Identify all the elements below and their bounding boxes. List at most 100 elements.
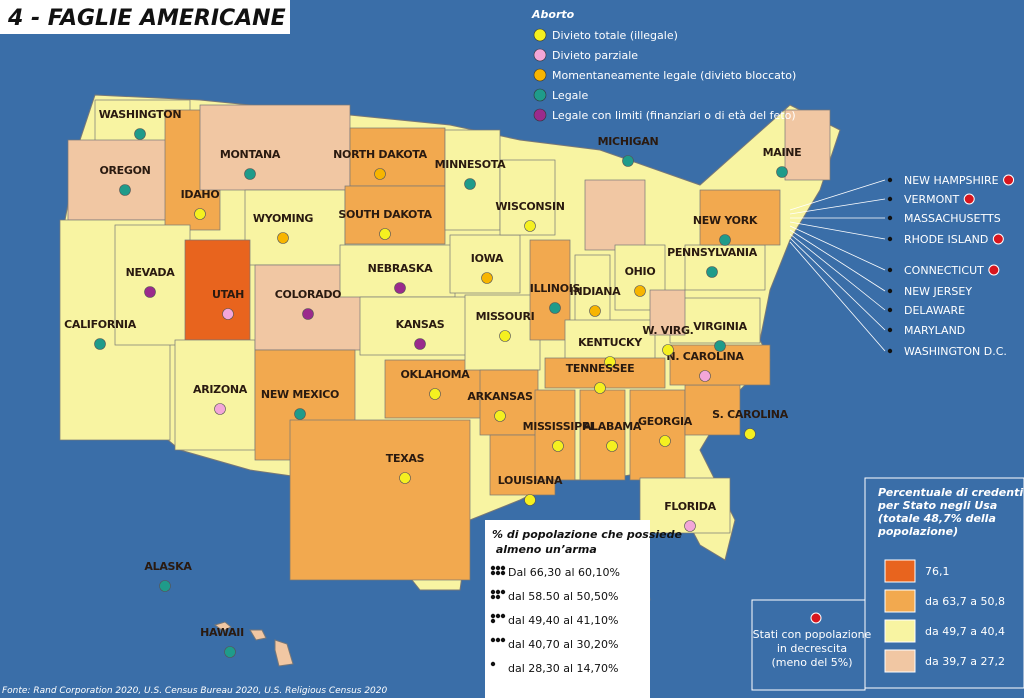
state-label: FLORIDA: [664, 500, 716, 513]
state-label: HAWAII: [200, 626, 244, 639]
state-label: GEORGIA: [638, 415, 693, 428]
believers-title-line: (totale 48,7% della: [878, 512, 996, 525]
gun-dot: [490, 570, 496, 576]
east-state-label: DELAWARE: [904, 304, 965, 317]
abortion-legend-item: Legale: [552, 89, 588, 102]
abortion-icon: [524, 220, 536, 232]
gun-legend-item: dal 28,30 al 14,70%: [508, 662, 619, 675]
state-label: MICHIGAN: [598, 135, 659, 148]
decline-dot: [992, 233, 1004, 245]
abortion-icon: [144, 286, 156, 298]
state-shape: [629, 389, 686, 481]
abortion-icon: [464, 178, 476, 190]
gun-dot: [490, 661, 496, 667]
state-label: MINNESOTA: [435, 158, 506, 171]
abortion-icon: [294, 408, 306, 420]
legend-icon: [533, 108, 547, 122]
east-state-label: VERMONT: [904, 193, 959, 206]
abortion-icon: [622, 155, 634, 167]
state-shape: [244, 189, 346, 266]
state-shape: [649, 289, 686, 336]
gun-dot: [500, 589, 506, 595]
callout-dot: [887, 236, 893, 242]
abortion-legend-item: Divieto parziale: [552, 49, 638, 62]
state-label: ILLINOIS: [530, 282, 581, 295]
legend-icon: [533, 28, 547, 42]
callout-dot: [887, 348, 893, 354]
state-shape: [699, 189, 781, 246]
state-shape: [684, 244, 766, 291]
gun-dot: [495, 594, 501, 600]
decline-dot: [988, 264, 1000, 276]
abortion-icon: [706, 266, 718, 278]
abortion-icon: [244, 168, 256, 180]
gun-dot: [495, 565, 501, 571]
callout-line: [789, 241, 886, 352]
state-label: NEW MEXICO: [261, 388, 339, 401]
state-label: UTAH: [212, 288, 244, 301]
state-shape: [67, 139, 179, 221]
callout-line: [789, 225, 886, 271]
state-shape: [174, 339, 256, 451]
abortion-icon: [589, 305, 601, 317]
state-label: SOUTH DAKOTA: [338, 208, 432, 221]
callout-line: [789, 233, 886, 311]
callout-dot: [887, 215, 893, 221]
state-shape: [114, 224, 191, 346]
state-label: OKLAHOMA: [400, 368, 470, 381]
state-shape: [199, 104, 351, 191]
believers-title-line: per Stato negli Usa: [877, 499, 997, 512]
state-label: OREGON: [99, 164, 150, 177]
callout-line: [789, 229, 886, 292]
abortion-icon: [379, 228, 391, 240]
callout-dot: [887, 267, 893, 273]
state-label: KENTUCKY: [578, 336, 643, 349]
abortion-icon: [374, 168, 386, 180]
gun-dot: [500, 613, 506, 619]
east-state-label: CONNECTICUT: [904, 264, 984, 277]
gun-dot: [490, 637, 496, 643]
believers-swatch: [884, 649, 916, 673]
gun-dot: [495, 637, 501, 643]
gun-legend-item: Dal 66,30 al 60,10%: [508, 566, 620, 579]
state-shape: [349, 127, 446, 187]
callout-line: [789, 221, 886, 240]
abortion-icon: [414, 338, 426, 350]
state-label: TEXAS: [386, 452, 425, 465]
abortion-icon: [429, 388, 441, 400]
callout-dot: [887, 307, 893, 313]
abortion-legend-title: Aborto: [531, 8, 575, 21]
decline-line: (meno del 5%): [771, 656, 852, 669]
abortion-icon: [684, 520, 696, 532]
gun-legend-item: dal 58.50 al 50,50%: [508, 590, 619, 603]
abortion-icon: [776, 166, 788, 178]
title: 4 - FAGLIE AMERICANE: [7, 6, 286, 31]
believers-swatch: [884, 589, 916, 613]
gun-dot: [490, 594, 496, 600]
abortion-icon: [224, 646, 236, 658]
state-label: ALASKA: [144, 560, 192, 573]
state-label: CALIFORNIA: [64, 318, 137, 331]
gun-dot: [495, 570, 501, 576]
state-label: OHIO: [625, 265, 656, 278]
state-label: ARKANSAS: [467, 390, 533, 403]
gun-dot: [495, 613, 501, 619]
state-label: LOUISIANA: [498, 474, 563, 487]
abortion-icon: [699, 370, 711, 382]
abortion-legend-item: Legale con limiti (finanziari o di età d…: [552, 109, 796, 122]
state-label: MONTANA: [220, 148, 281, 161]
state-label: MISSISSIPPI: [523, 420, 594, 433]
legend-icon: [533, 48, 547, 62]
state-label: NEVADA: [126, 266, 176, 279]
abortion-icon: [659, 435, 671, 447]
abortion-icon: [159, 580, 171, 592]
state-label: ALABAMA: [583, 420, 642, 433]
east-state-label: MARYLAND: [904, 324, 965, 337]
abortion-legend-item: Divieto totale (illegale): [552, 29, 678, 42]
believers-legend-title: Percentuale di credenti per Stato negli U…: [877, 486, 1023, 538]
state-shape: [344, 185, 446, 245]
state-label: MISSOURI: [476, 310, 535, 323]
abortion-icon: [714, 340, 726, 352]
state-label: WISCONSIN: [495, 200, 564, 213]
state-label: INDIANA: [570, 285, 621, 298]
